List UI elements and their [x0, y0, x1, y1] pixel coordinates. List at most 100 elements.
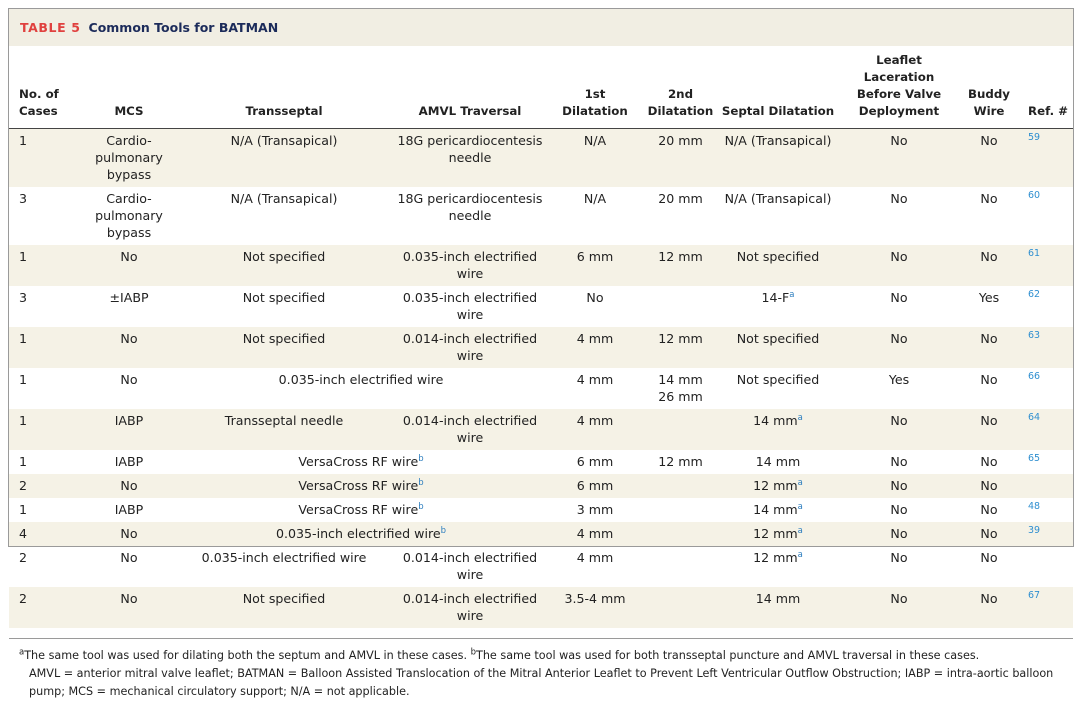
abbreviations: AMVL = anterior mitral valve leaflet; BA… — [29, 667, 1054, 698]
cell-text: No — [980, 478, 998, 493]
table-cell: 12 mm — [643, 450, 718, 474]
cell-text: 14 mm — [755, 591, 801, 606]
table-cell: 67 — [1018, 587, 1073, 628]
table-cell: 6 mm — [547, 450, 643, 474]
cell-text: 20 mm — [658, 191, 703, 206]
table-cell: 0.035-inch electrified wire — [393, 286, 547, 327]
table-row: 1 Cardio-pulmonary bypass N/A (Transapical… — [9, 128, 1073, 187]
table-cell: 1 — [9, 498, 83, 522]
table-cell: 0.014-inch electrified wire — [393, 587, 547, 628]
column-header: Septal Dilatation — [718, 46, 838, 129]
table-frame: TABLE 5 Common Tools for BATMAN No. of Ca… — [8, 8, 1074, 698]
cell-text: No — [890, 290, 908, 305]
cell-text: VersaCross RF wire — [298, 502, 419, 517]
table-cell: No — [838, 522, 960, 546]
table-cell: 0.035-inch electrified wire — [393, 245, 547, 286]
cell-text: Not specified — [736, 372, 820, 387]
table-cell: 63 — [1018, 327, 1073, 368]
column-header: 2nd Dilatation — [643, 46, 718, 129]
table-cell: 0.014-inch electrified wire — [393, 327, 547, 368]
cell-text: 3 — [19, 290, 28, 305]
footnote-marker: b — [440, 525, 447, 536]
table-body: 1 Cardio-pulmonary bypass N/A (Transapical… — [9, 128, 1073, 628]
footnote-marker: a — [797, 477, 803, 488]
cell-text: 12 mm — [658, 331, 703, 346]
cell-text: 12 mm — [753, 526, 798, 541]
cell-text: 4 — [19, 526, 28, 541]
cell-text: N/A (Transapical) — [724, 191, 832, 206]
table-cell: No — [83, 245, 175, 286]
cell-text: 0.014-inch electrified wire — [402, 550, 538, 582]
table-row: 1 IABP Transseptal needle 0.014-inch electr… — [9, 409, 1073, 450]
cell-text: 2 — [19, 591, 28, 606]
table-cell: 14 mm 26 mm — [643, 368, 718, 409]
table-cell: 14 mma — [718, 498, 838, 522]
table-cell: 4 — [9, 522, 83, 546]
cell-text: No — [980, 191, 998, 206]
table-cell: No — [838, 474, 960, 498]
table-cell: 1 — [9, 368, 83, 409]
cell-text: 14 mm — [753, 502, 798, 517]
table-cell: 1 — [9, 327, 83, 368]
cell-text: Transseptal needle — [224, 413, 344, 428]
reference: 67 — [1028, 590, 1041, 601]
table-cell: 3 — [9, 187, 83, 245]
cell-text: 14-F — [761, 290, 790, 305]
table-cell: N/A (Transapical) — [718, 187, 838, 245]
cell-text: 1 — [19, 133, 28, 148]
table-cell: 62 — [1018, 286, 1073, 327]
cell-text: VersaCross RF wire — [298, 454, 419, 469]
table-cell: Transseptal needle — [175, 409, 393, 450]
table-cell: No — [838, 245, 960, 286]
table-cell: 66 — [1018, 368, 1073, 409]
cell-text: No — [890, 133, 908, 148]
table-cell: No — [960, 368, 1018, 409]
footnote-marker: b — [418, 501, 424, 512]
table-cell — [643, 546, 718, 587]
table-cell: No — [838, 546, 960, 587]
table-cell: 0.014-inch electrified wire — [393, 546, 547, 587]
reference: 59 — [1028, 132, 1041, 143]
table-cell — [643, 522, 718, 546]
table-cell: No — [960, 587, 1018, 628]
table-row: 1 No 0.035-inch electrified wire 4 mm 14 mm 2… — [9, 368, 1073, 409]
column-header: 1st Dilatation — [547, 46, 643, 129]
table-cell: No — [838, 286, 960, 327]
cell-text: No — [120, 372, 138, 387]
table-cell: No — [838, 327, 960, 368]
cell-text: Not specified — [242, 290, 326, 305]
cell-text: 4 mm — [576, 413, 614, 428]
table-cell: Not specified — [718, 327, 838, 368]
cell-text: No — [890, 249, 908, 264]
footnotes: aThe same tool was used for dilating bot… — [19, 647, 1063, 665]
table-cell: N/A — [547, 128, 643, 187]
table-cell: No — [960, 474, 1018, 498]
table-cell: 18G pericardiocentesis needle — [393, 187, 547, 245]
cell-text: No — [980, 331, 998, 346]
table-cell: VersaCross RF wireb — [175, 450, 547, 474]
cell-text: Not specified — [736, 249, 820, 264]
table-cell: No — [838, 128, 960, 187]
cell-text: No — [890, 478, 908, 493]
table-cell: 4 mm — [547, 327, 643, 368]
cell-text: 14 mm — [753, 413, 798, 428]
table-cell: No — [838, 498, 960, 522]
table-cell: IABP — [83, 409, 175, 450]
table-cell: N/A (Transapical) — [175, 128, 393, 187]
cell-text: Yes — [978, 290, 1000, 305]
cell-text: 0.014-inch electrified wire — [402, 331, 538, 363]
column-header: Ref. # — [1018, 46, 1073, 129]
cell-text: No — [980, 454, 998, 469]
cell-text: IABP — [114, 502, 144, 517]
table-cell: 1 — [9, 245, 83, 286]
reference: 39 — [1028, 525, 1041, 536]
cell-text: No — [890, 454, 908, 469]
table-row: 1 No Not specified 0.035-inch electrified w… — [9, 245, 1073, 286]
table-cell: No — [960, 498, 1018, 522]
table-cell: N/A (Transapical) — [175, 187, 393, 245]
reference: 63 — [1028, 330, 1041, 341]
table-cell: No — [838, 450, 960, 474]
cell-text: No — [980, 550, 998, 565]
column-header: MCS — [83, 46, 175, 129]
cell-text: 3.5-4 mm — [564, 591, 626, 606]
